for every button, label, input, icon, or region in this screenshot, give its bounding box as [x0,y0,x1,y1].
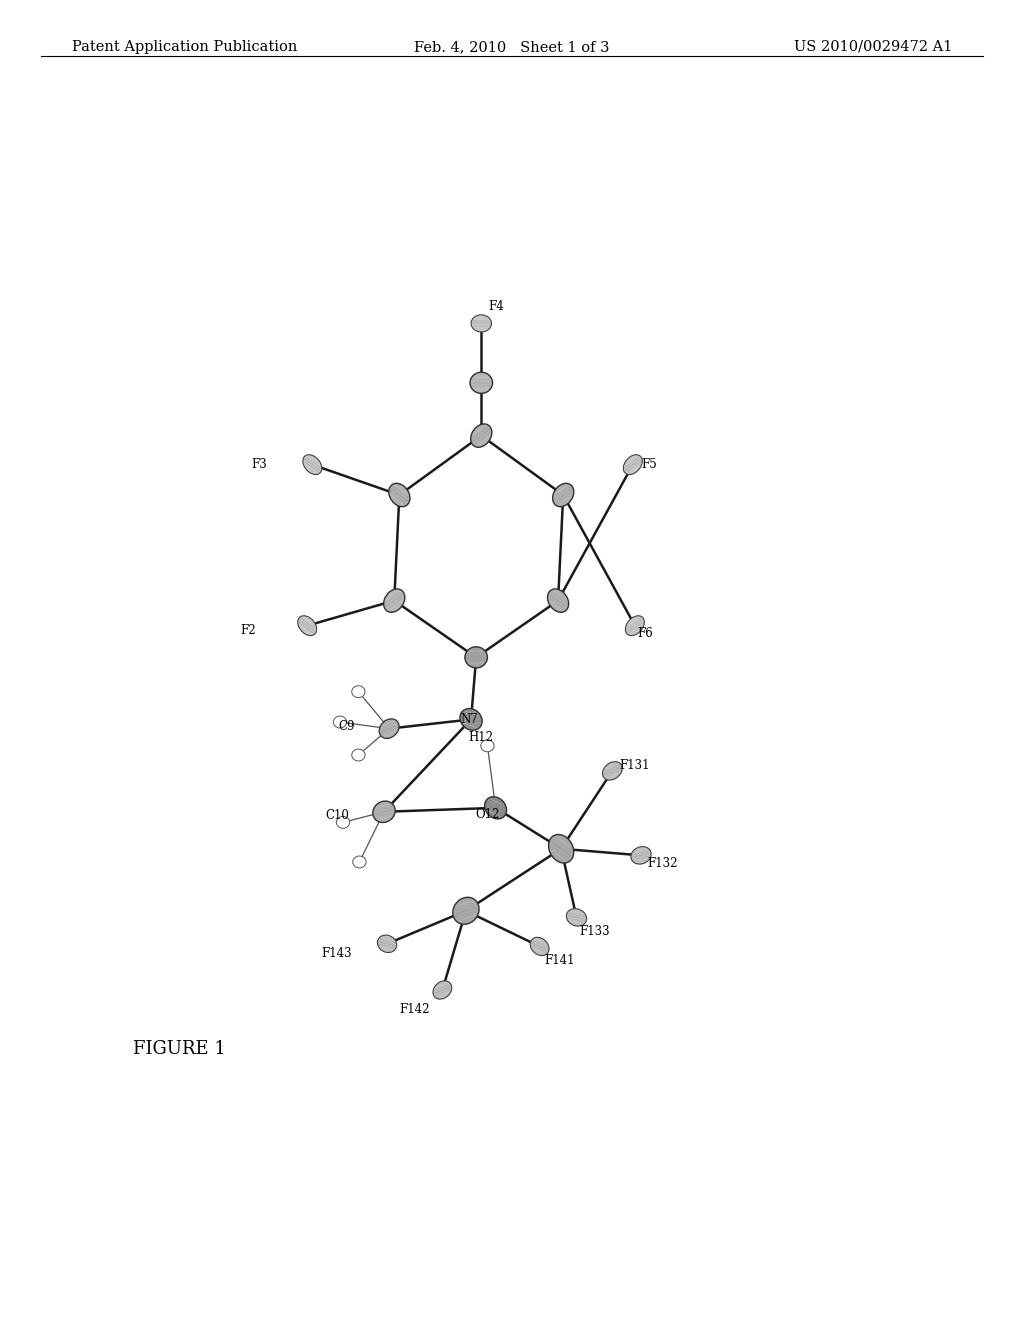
Ellipse shape [626,615,644,636]
Text: F131: F131 [620,759,650,772]
Text: O12: O12 [475,808,500,821]
Text: F4: F4 [488,300,504,313]
Ellipse shape [352,685,365,697]
Text: F132: F132 [647,857,678,870]
Ellipse shape [453,898,479,924]
Ellipse shape [465,647,487,668]
Text: F6: F6 [637,627,652,640]
Text: F133: F133 [580,925,610,939]
Ellipse shape [602,762,623,780]
Ellipse shape [378,935,396,953]
Ellipse shape [470,372,493,393]
Text: F2: F2 [241,624,256,638]
Ellipse shape [303,454,322,475]
Text: F3: F3 [251,458,266,471]
Ellipse shape [624,454,642,475]
Text: F5: F5 [641,458,656,471]
Ellipse shape [484,797,507,818]
Text: C9: C9 [338,719,354,733]
Text: US 2010/0029472 A1: US 2010/0029472 A1 [794,40,952,54]
Text: N7: N7 [461,713,478,726]
Text: FIGURE 1: FIGURE 1 [133,1040,226,1059]
Ellipse shape [471,424,492,447]
Text: C10: C10 [326,809,349,822]
Ellipse shape [379,719,399,738]
Text: F143: F143 [322,946,352,960]
Ellipse shape [471,314,492,333]
Ellipse shape [384,589,404,612]
Ellipse shape [352,855,367,869]
Ellipse shape [352,748,365,760]
Ellipse shape [481,739,494,752]
Text: F142: F142 [399,1003,430,1016]
Ellipse shape [566,908,587,927]
Ellipse shape [549,834,573,863]
Ellipse shape [460,709,482,730]
Ellipse shape [334,715,346,729]
Ellipse shape [373,801,395,822]
Ellipse shape [530,937,549,956]
Ellipse shape [389,483,410,507]
Ellipse shape [548,589,568,612]
Text: F141: F141 [545,954,575,968]
Ellipse shape [433,981,452,999]
Text: Patent Application Publication: Patent Application Publication [72,40,297,54]
Text: Feb. 4, 2010   Sheet 1 of 3: Feb. 4, 2010 Sheet 1 of 3 [415,40,609,54]
Text: H12: H12 [469,731,494,744]
Ellipse shape [631,846,651,865]
Ellipse shape [336,816,350,829]
Ellipse shape [298,615,316,636]
Ellipse shape [553,483,573,507]
